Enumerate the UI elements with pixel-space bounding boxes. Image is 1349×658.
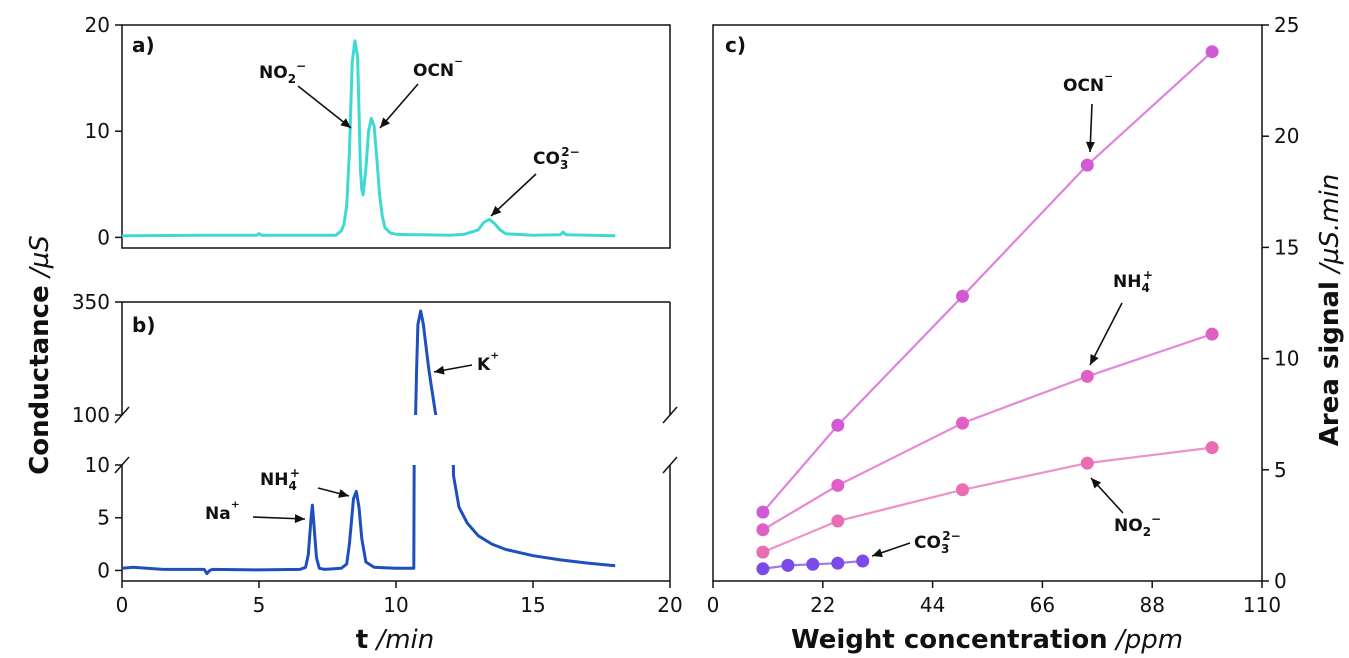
- series-1-point: [756, 523, 770, 537]
- panel-b-chromatogram-line-upper: [414, 309, 438, 415]
- series-2-point: [1080, 456, 1094, 470]
- series-3-point: [831, 556, 845, 570]
- annotation-ocn-label: OCN⁻: [413, 55, 463, 81]
- panel-c-xtick-label: 88: [1139, 593, 1164, 617]
- panel-b-ytick-label: 100: [72, 403, 110, 427]
- panel-b-chromatogram-line-lower: [122, 465, 616, 576]
- panel-c-xtick-label: 44: [920, 593, 945, 617]
- panel-b-label: b): [132, 313, 155, 337]
- panel-c-ytick-label: 25: [1274, 13, 1299, 37]
- panel-c-xtick-label: 22: [810, 593, 835, 617]
- panel-a-label: a): [132, 33, 155, 57]
- panel-c-ytick-label: 20: [1274, 124, 1299, 148]
- annotation-co3-arrow-head: [491, 205, 502, 216]
- series-0-point: [831, 418, 845, 432]
- annotation-no2-arrow-head: [340, 118, 351, 128]
- annotation-nh4-label-c: NH4+: [1113, 268, 1153, 295]
- series-0-point: [1080, 158, 1094, 172]
- annotation-ocn-label-c: OCN⁻: [1063, 70, 1113, 96]
- annotation-no2-label: NO2−: [259, 59, 306, 86]
- series-2-point: [956, 483, 969, 497]
- panel-b-ytick-label: 350: [72, 290, 110, 314]
- panel-c-xtick-label: 66: [1030, 593, 1055, 617]
- panel-c-xtick-label: 0: [707, 593, 720, 617]
- series-2-point: [831, 514, 845, 528]
- panel-b-break-mark: [662, 456, 678, 474]
- panel-c-xtick-label: 110: [1243, 593, 1281, 617]
- panel-b-xtick-label: 10: [383, 593, 408, 617]
- panel-b-ytick-label: 10: [85, 453, 110, 477]
- annotation-nh4-arrow-b-head: [338, 489, 349, 498]
- annotation-no2-arrow: [297, 85, 352, 129]
- panel-c-label: c): [725, 33, 746, 57]
- panel-a-chromatogram-line: [121, 39, 616, 238]
- panel-b-break-mark: [662, 406, 678, 424]
- panel-a-ytick-label: 0: [97, 225, 110, 249]
- right-x-axis-label: Weight concentration /ppm: [791, 625, 1183, 655]
- panel-a: 0 10 20 a): [85, 13, 671, 249]
- series-1-point: [1080, 369, 1094, 383]
- panel-a-ytick-label: 20: [85, 13, 110, 37]
- panel-b-xtick-label: 20: [657, 593, 682, 617]
- series-0-point: [756, 505, 770, 519]
- annotation-no2-arrow-c-head: [1091, 478, 1102, 489]
- series-3-point: [856, 554, 870, 568]
- annotation-nh4-arrow-c-head: [1090, 354, 1099, 365]
- panel-c-ytick-label: 10: [1274, 347, 1299, 371]
- series-0-point: [1205, 45, 1219, 59]
- series-2-point: [1205, 441, 1219, 455]
- series-1-point: [831, 478, 845, 492]
- annotation-na-label: Na⁺: [205, 498, 240, 524]
- annotation-co3-arrow-c-head: [872, 548, 883, 557]
- annotation-co3-label-a: CO32−: [533, 145, 580, 172]
- right-y-axis-label: Area signal /µS.min: [1315, 174, 1345, 447]
- series-0-point: [956, 289, 969, 303]
- panel-c-ytick-label: 15: [1274, 235, 1299, 259]
- series-3-point: [756, 562, 770, 576]
- annotation-ocn-arrow-c-head: [1085, 141, 1095, 152]
- series-3-point: [781, 558, 795, 572]
- left-y-axis-label: Conductance /µS: [25, 235, 55, 475]
- series-1-point: [1205, 327, 1219, 341]
- panel-b: 0 5 10 100 350 0 5 10 15 20 b): [72, 290, 683, 617]
- annotation-na-arrow-head: [294, 514, 305, 524]
- bottom-x-axis-label: t /min: [356, 625, 435, 655]
- annotation-k-label: K⁺: [477, 349, 499, 375]
- series-3-point: [806, 557, 820, 571]
- annotation-nh4-label-b: NH4+: [260, 466, 300, 493]
- annotation-ocn-arrow-head: [380, 117, 390, 128]
- panel-c-ytick-label: 5: [1274, 458, 1287, 482]
- panel-c-frame: [712, 24, 1263, 582]
- panel-b-xtick-label: 15: [520, 593, 545, 617]
- annotation-co3-arrow: [490, 173, 537, 217]
- panel-c-ytick-label: 0: [1274, 569, 1287, 593]
- series-1-point: [956, 416, 969, 430]
- panel-a-frame: [121, 24, 671, 249]
- series-line-1: [762, 333, 1213, 531]
- annotation-no2-label-c: NO2−: [1114, 512, 1161, 539]
- series-2-point: [756, 545, 770, 559]
- panel-b-xtick-label: 5: [253, 593, 266, 617]
- panel-b-xtick-label: 0: [116, 593, 129, 617]
- annotation-k-arrow-head: [434, 365, 445, 375]
- panel-a-ytick-label: 10: [85, 119, 110, 143]
- panel-b-ytick-label: 0: [97, 558, 110, 582]
- panel-b-ytick-label: 5: [97, 506, 110, 530]
- annotation-nh4-arrow-c: [1089, 302, 1123, 366]
- annotation-co3-label-c: CO32−: [914, 529, 961, 556]
